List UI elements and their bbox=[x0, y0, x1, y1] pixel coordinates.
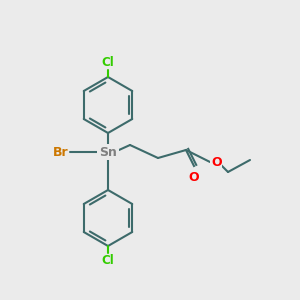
Text: O: O bbox=[211, 155, 222, 169]
Text: O: O bbox=[189, 171, 199, 184]
Text: Sn: Sn bbox=[99, 146, 117, 158]
Text: Cl: Cl bbox=[102, 254, 114, 267]
Text: Cl: Cl bbox=[102, 56, 114, 69]
Text: Br: Br bbox=[53, 146, 69, 158]
